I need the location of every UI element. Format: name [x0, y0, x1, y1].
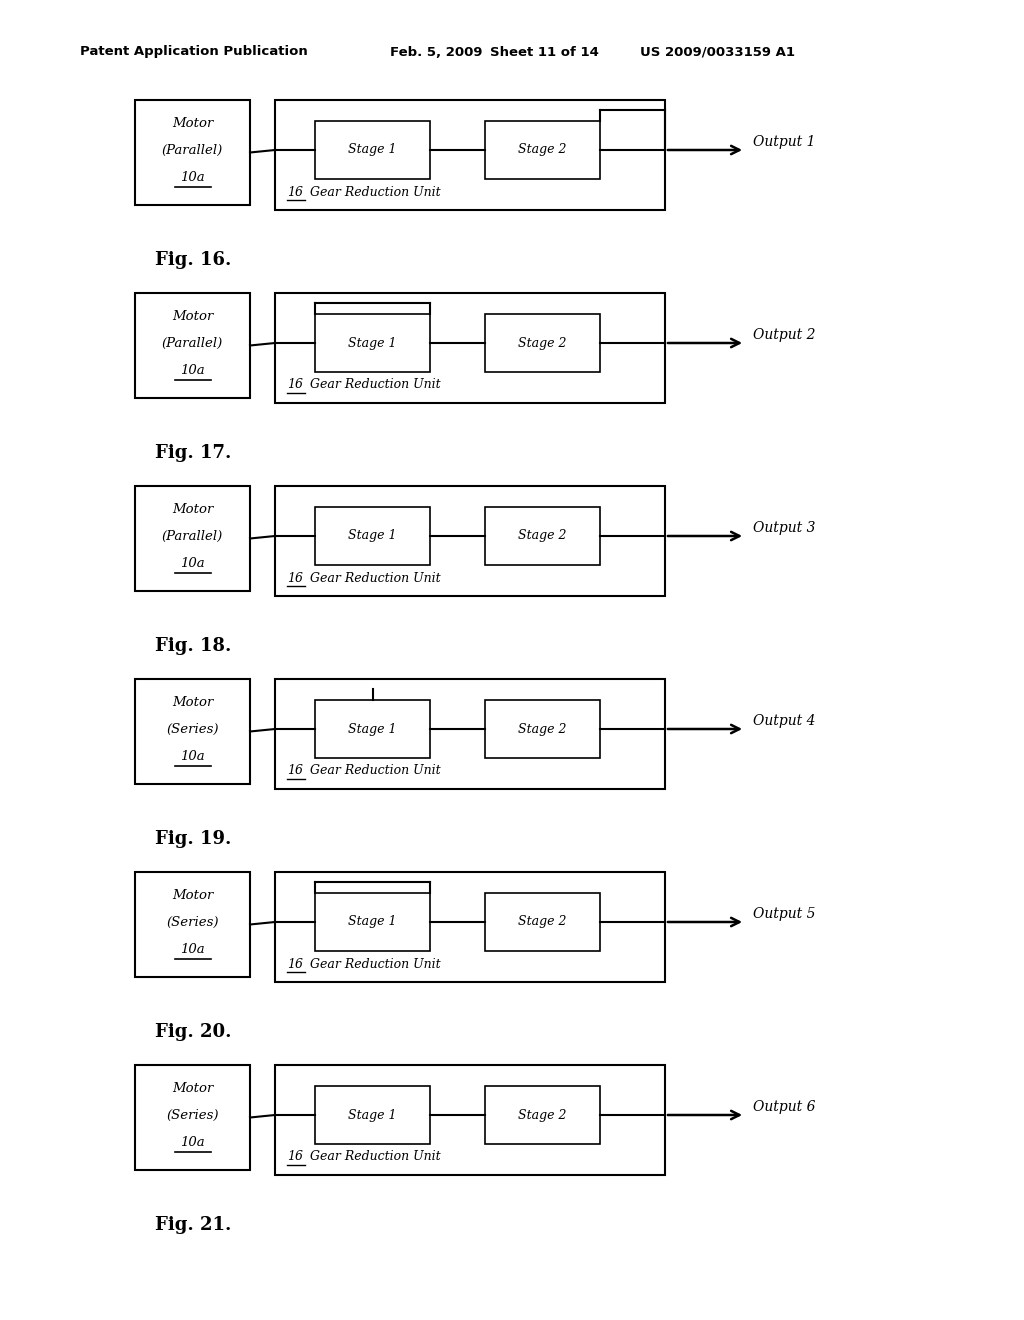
Bar: [275, 293, 665, 403]
Text: Motor: Motor: [172, 503, 213, 516]
Text: Output 5: Output 5: [753, 907, 815, 921]
Text: US 2009/0033159 A1: US 2009/0033159 A1: [640, 45, 795, 58]
Text: Patent Application Publication: Patent Application Publication: [80, 45, 308, 58]
Text: Stage 1: Stage 1: [348, 916, 396, 928]
Bar: [275, 100, 665, 210]
Text: Motor: Motor: [172, 696, 213, 709]
Bar: [315, 507, 430, 565]
Text: (Parallel): (Parallel): [162, 144, 223, 157]
Text: Gear Reduction Unit: Gear Reduction Unit: [310, 764, 440, 777]
Text: Motor: Motor: [172, 310, 213, 322]
Text: Output 3: Output 3: [753, 521, 815, 535]
Text: 10a: 10a: [180, 557, 205, 570]
Text: Stage 2: Stage 2: [518, 144, 566, 157]
Bar: [485, 507, 600, 565]
Text: Output 6: Output 6: [753, 1100, 815, 1114]
Text: Feb. 5, 2009: Feb. 5, 2009: [390, 45, 482, 58]
Text: Fig. 19.: Fig. 19.: [155, 830, 231, 847]
Text: Stage 2: Stage 2: [518, 529, 566, 543]
Text: (Parallel): (Parallel): [162, 337, 223, 350]
Bar: [135, 1065, 250, 1170]
Text: Stage 2: Stage 2: [518, 337, 566, 350]
Text: Fig. 17.: Fig. 17.: [155, 444, 231, 462]
Text: (Series): (Series): [166, 723, 219, 737]
Text: 16: 16: [287, 186, 303, 198]
Text: Fig. 16.: Fig. 16.: [155, 251, 231, 269]
Bar: [275, 1065, 665, 1175]
Bar: [275, 486, 665, 597]
Bar: [485, 121, 600, 180]
Bar: [275, 678, 665, 789]
Bar: [135, 873, 250, 977]
Text: 16: 16: [287, 572, 303, 585]
Text: Output 4: Output 4: [753, 714, 815, 729]
Text: Stage 1: Stage 1: [348, 722, 396, 735]
Bar: [135, 678, 250, 784]
Text: Stage 1: Stage 1: [348, 144, 396, 157]
Text: 10a: 10a: [180, 172, 205, 185]
Bar: [275, 873, 665, 982]
Bar: [315, 1086, 430, 1144]
Bar: [485, 894, 600, 950]
Bar: [315, 894, 430, 950]
Text: 16: 16: [287, 1151, 303, 1163]
Bar: [135, 100, 250, 205]
Text: Fig. 20.: Fig. 20.: [155, 1023, 231, 1041]
Text: Stage 2: Stage 2: [518, 1109, 566, 1122]
Text: Stage 1: Stage 1: [348, 1109, 396, 1122]
Text: Sheet 11 of 14: Sheet 11 of 14: [490, 45, 599, 58]
Bar: [315, 121, 430, 180]
Text: Gear Reduction Unit: Gear Reduction Unit: [310, 1151, 440, 1163]
Text: Stage 2: Stage 2: [518, 916, 566, 928]
Text: Stage 1: Stage 1: [348, 529, 396, 543]
Text: Fig. 18.: Fig. 18.: [155, 638, 231, 655]
Text: Stage 2: Stage 2: [518, 722, 566, 735]
Bar: [485, 700, 600, 758]
Text: (Series): (Series): [166, 1109, 219, 1122]
Text: Output 1: Output 1: [753, 135, 815, 149]
Text: Motor: Motor: [172, 116, 213, 129]
Text: 16: 16: [287, 764, 303, 777]
Text: (Series): (Series): [166, 916, 219, 929]
Text: 16: 16: [287, 957, 303, 970]
Text: Fig. 21.: Fig. 21.: [155, 1216, 231, 1234]
Text: Gear Reduction Unit: Gear Reduction Unit: [310, 572, 440, 585]
Text: 16: 16: [287, 379, 303, 392]
Text: 10a: 10a: [180, 1137, 205, 1150]
Text: (Parallel): (Parallel): [162, 529, 223, 543]
Text: Gear Reduction Unit: Gear Reduction Unit: [310, 379, 440, 392]
Bar: [315, 314, 430, 372]
Text: 10a: 10a: [180, 364, 205, 378]
Bar: [485, 314, 600, 372]
Bar: [485, 1086, 600, 1144]
Text: Output 2: Output 2: [753, 327, 815, 342]
Text: Motor: Motor: [172, 1081, 213, 1094]
Text: Gear Reduction Unit: Gear Reduction Unit: [310, 957, 440, 970]
Text: Stage 1: Stage 1: [348, 337, 396, 350]
Text: Motor: Motor: [172, 888, 213, 902]
Bar: [315, 700, 430, 758]
Text: 10a: 10a: [180, 750, 205, 763]
Bar: [135, 486, 250, 591]
Text: Gear Reduction Unit: Gear Reduction Unit: [310, 186, 440, 198]
Text: 10a: 10a: [180, 944, 205, 956]
Bar: [135, 293, 250, 399]
